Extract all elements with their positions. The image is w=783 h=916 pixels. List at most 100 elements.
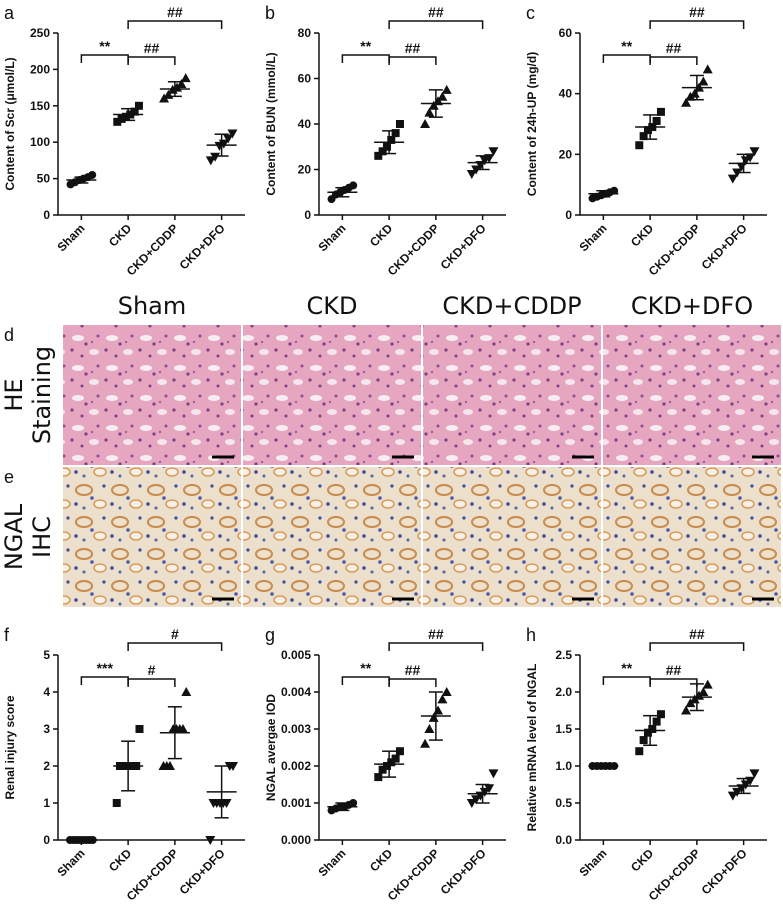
data-point: [656, 710, 665, 719]
data-point: [484, 784, 495, 794]
y-axis-label: NGAL avergae IOD: [264, 694, 278, 801]
x-tick-label: CKD: [367, 221, 396, 250]
x-tick-label: CKD: [106, 221, 135, 250]
data-point: [420, 738, 431, 748]
data-point: [698, 76, 709, 86]
data-point: [424, 107, 435, 117]
data-point: [205, 836, 216, 845]
y-tick-label: 2: [43, 759, 50, 773]
axes: [57, 655, 245, 841]
y-tick-label: 0: [304, 208, 311, 222]
significance-label: ##: [666, 40, 682, 56]
significance-bracket: [649, 20, 745, 29]
data-point: [395, 120, 404, 128]
micrograph: [423, 467, 601, 607]
x-tick-label: CKD+DFO: [177, 846, 228, 897]
data-point: [639, 736, 648, 745]
column-label: Sham: [118, 292, 187, 320]
y-tick-label: 1.5: [555, 722, 572, 736]
histology: Sham CKD CKD+CDDP CKD+DFO d HE Staining e NGAL IH…: [0, 292, 781, 607]
y-tick-label: 20: [559, 147, 573, 161]
data-point: [466, 170, 477, 180]
data-point: [745, 153, 756, 163]
data-point: [165, 761, 175, 770]
micrograph: [243, 467, 421, 607]
micrograph: [63, 325, 241, 465]
significance-label: ##: [428, 626, 444, 642]
data-point: [181, 687, 192, 696]
axes: [579, 33, 767, 216]
data-point: [635, 747, 644, 756]
significance-bracket: [649, 678, 698, 687]
x-tick-label: CKD+DFO: [177, 221, 228, 272]
significance-label: **: [621, 660, 632, 676]
data-point: [488, 769, 499, 779]
y-tick-label: 0.001: [281, 796, 311, 810]
panel-letter: g: [265, 625, 275, 645]
data-point: [639, 132, 648, 141]
y-axis-label: Renal injury score: [3, 695, 17, 799]
row-label: IHC: [28, 516, 56, 558]
data-point: [424, 724, 435, 733]
row-label: HE: [0, 378, 28, 411]
significance-label: ***: [97, 660, 114, 676]
significance-bracket: [388, 642, 484, 651]
x-tick-label: CKD: [367, 846, 396, 875]
data-point: [702, 64, 713, 74]
data-point: [433, 705, 444, 715]
x-tick-label: Sham: [315, 221, 348, 254]
data-point: [135, 725, 144, 733]
significance-label: ##: [428, 4, 444, 20]
x-tick-label: Sham: [576, 221, 609, 254]
axes: [579, 655, 767, 841]
data-point: [178, 724, 188, 733]
axes: [318, 655, 506, 841]
significance-bracket: [649, 56, 698, 65]
y-axis-label: Content of 24h-UP (mg/d): [525, 52, 539, 196]
data-point: [395, 747, 404, 756]
x-tick-label: CKD: [628, 846, 657, 875]
y-tick-label: 5: [43, 648, 50, 662]
significance-bracket: [341, 54, 390, 63]
data-point: [732, 787, 743, 797]
data-point: [610, 186, 619, 195]
column-label: CKD: [307, 292, 358, 320]
significance-label: ##: [689, 626, 705, 642]
y-tick-label: 2.5: [555, 648, 572, 662]
significance-label: #: [148, 662, 156, 678]
x-tick-label: Sham: [54, 846, 87, 879]
significance-bracket: [388, 20, 484, 29]
significance-label: #: [171, 626, 179, 642]
x-tick-label: CKD+DFO: [699, 846, 750, 897]
y-tick-label: 0: [43, 833, 50, 847]
y-tick-label: 50: [37, 172, 51, 186]
significance-label: **: [360, 38, 371, 54]
y-tick-label: 4: [43, 685, 50, 699]
significance-bracket: [602, 676, 651, 685]
x-tick-label: CKD+DFO: [699, 221, 750, 272]
panel-letter: e: [4, 467, 14, 487]
data-point: [420, 119, 431, 128]
data-point: [437, 694, 448, 704]
significance-label: ##: [405, 662, 421, 678]
data-point: [652, 116, 661, 125]
data-point: [488, 147, 499, 157]
x-tick-label: Sham: [315, 846, 348, 879]
data-point: [391, 754, 400, 763]
micrograph: [243, 325, 421, 465]
data-point: [437, 91, 448, 101]
y-tick-label: 1: [43, 796, 50, 810]
data-point: [471, 795, 482, 805]
micrograph: [423, 325, 601, 465]
data-point: [227, 129, 238, 139]
data-point: [134, 101, 143, 110]
data-point: [698, 687, 709, 696]
significance-label: ##: [405, 40, 421, 56]
x-tick-label: CKD: [628, 221, 657, 250]
y-tick-label: 80: [298, 26, 312, 40]
significance-label: ##: [167, 4, 183, 20]
significance-bracket: [388, 678, 437, 687]
data-point: [656, 107, 665, 116]
data-point: [685, 91, 696, 101]
significance-bracket: [127, 678, 176, 687]
